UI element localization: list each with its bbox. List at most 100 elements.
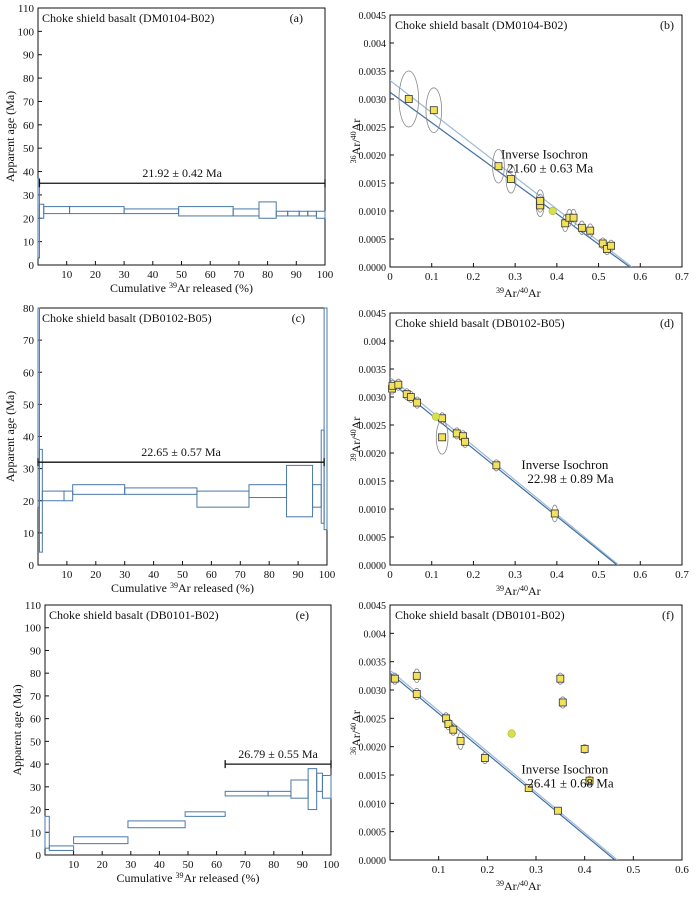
- data-point: [456, 737, 465, 745]
- plot-frame: [389, 14, 683, 268]
- age-step: [38, 203, 45, 219]
- x-tick-label: 0.3: [529, 864, 543, 876]
- x-tick-label: 90: [291, 269, 303, 281]
- x-tick-label: 0.7: [675, 569, 689, 581]
- x-tick-label: 0.5: [592, 569, 606, 581]
- x-tick-label: 30: [125, 859, 137, 871]
- age-step: [287, 210, 300, 217]
- data-point: [561, 219, 570, 228]
- y-tick-label: 40: [23, 167, 35, 179]
- y-tick-label: 0.004: [364, 629, 387, 640]
- y-tick-label: 20: [23, 496, 35, 508]
- y-tick-label: 0.0020: [359, 151, 387, 162]
- y-tick-label: 60: [30, 714, 42, 726]
- x-tick-label: 50: [183, 859, 195, 871]
- y-tick-label: 30: [23, 464, 35, 476]
- panel-title: Choke shield basalt (DB0102-B05): [395, 316, 565, 330]
- age-step: [63, 490, 74, 502]
- data-point: [429, 106, 438, 115]
- age-step: [44, 815, 50, 849]
- isochron-annotation-age: 21.60 ± 0.63 Ma: [507, 161, 593, 176]
- plot-frame: [389, 604, 683, 861]
- age-step: [127, 820, 186, 829]
- error-ellipse: [535, 189, 545, 213]
- age-step: [196, 490, 250, 508]
- y-tick-label: 0.0045: [359, 601, 387, 612]
- x-tick-label: 70: [233, 269, 245, 281]
- age-step: [315, 210, 326, 219]
- y-tick-label: 0.0015: [359, 771, 387, 782]
- y-tick-label: 0: [36, 850, 42, 862]
- panel-label: (a): [290, 11, 303, 25]
- panel-title: Choke shield basalt (DB0101-B02): [49, 608, 219, 622]
- panel-title: Choke shield basalt (DM0104-B02): [42, 11, 214, 25]
- y-tick-label: 0.0025: [359, 421, 387, 432]
- y-tick-label: 0.0035: [359, 67, 387, 78]
- age-step: [37, 307, 40, 508]
- data-point: [577, 223, 586, 232]
- age-step: [69, 206, 125, 215]
- isochron-fit-line: [390, 380, 618, 565]
- data-point: [556, 674, 565, 683]
- y-tick-label: 0.0010: [359, 505, 387, 516]
- y-axis-title: 36Ar/40Ar: [349, 710, 364, 755]
- y-tick-label: 0.0005: [359, 828, 387, 839]
- x-tick-label: 100: [317, 269, 334, 281]
- y-tick-label: 50: [30, 736, 42, 748]
- data-point: [394, 380, 403, 389]
- x-tick-label: 0.4: [550, 569, 564, 581]
- age-step: [267, 790, 292, 797]
- age-step: [248, 484, 288, 499]
- x-tick-label: 60: [211, 859, 223, 871]
- y-tick-label: 80: [30, 668, 42, 680]
- isochron-panel-d: 0.0000 0.0005 0.0010 0.0015 0.0020 0.0025 0.00…: [349, 309, 690, 598]
- x-tick-label: 50: [176, 269, 188, 281]
- age-step: [275, 210, 289, 217]
- plateau-age-label: 26.79 ± 0.55 Ma: [238, 747, 318, 761]
- data-point: [536, 197, 545, 205]
- excluded-point: [431, 412, 440, 421]
- y-tick-label: 0.0025: [359, 123, 387, 134]
- x-tick-label: 0.2: [467, 569, 481, 581]
- y-axis-title: Apparent age (Ma): [10, 684, 24, 775]
- error-ellipse: [505, 164, 517, 194]
- x-axis-title: 39Ar/40Ar: [496, 584, 541, 599]
- data-point: [438, 433, 447, 442]
- data-point: [580, 745, 589, 753]
- age-spectrum-panel-c: 0 10 20 30 40 50 60 70 80 10 20 30 40 50 60 70 80 90 100 22…: [3, 303, 336, 595]
- age-step: [312, 484, 322, 508]
- panel-label: (b): [660, 18, 674, 32]
- panel-title: Choke shield basalt (DM0104-B02): [395, 18, 567, 32]
- plot-frame: [44, 604, 332, 856]
- age-step: [307, 768, 318, 811]
- x-tick-label: 0.6: [675, 864, 689, 876]
- y-axis-title: Apparent age (Ma): [3, 391, 17, 482]
- data-point: [412, 671, 421, 680]
- age-step: [298, 210, 309, 217]
- x-tick-label: 10: [68, 859, 80, 871]
- excluded-point: [507, 729, 516, 738]
- panel-label: (d): [660, 316, 674, 330]
- y-tick-label: 70: [23, 335, 35, 347]
- x-axis-title: Cumulative 39Ar released (%): [111, 581, 254, 596]
- plateau-age-label: 22.65 ± 0.57 Ma: [141, 445, 221, 459]
- isochron-fit-line: [390, 669, 618, 860]
- age-step: [124, 487, 198, 495]
- x-tick-label: 0.1: [425, 271, 439, 283]
- x-tick-label: 0.3: [508, 271, 522, 283]
- y-tick-label: 0.0030: [359, 95, 387, 106]
- y-tick-label: 0.0000: [359, 561, 387, 572]
- isochron-annotation-title: Inverse Isochron: [501, 147, 588, 162]
- y-tick-label: 100: [25, 623, 42, 635]
- x-tick-label: 60: [206, 569, 218, 581]
- y-tick-label: 0.0000: [359, 856, 387, 867]
- excluded-point: [548, 206, 557, 216]
- age-step: [178, 206, 234, 217]
- age-step: [316, 772, 323, 792]
- y-tick-label: 0.0045: [359, 11, 387, 22]
- y-tick-label: 10: [23, 528, 35, 540]
- age-step: [48, 845, 75, 851]
- x-tick-label: 100: [323, 859, 340, 871]
- data-point: [524, 784, 533, 792]
- y-tick-label: 0.0020: [359, 449, 387, 460]
